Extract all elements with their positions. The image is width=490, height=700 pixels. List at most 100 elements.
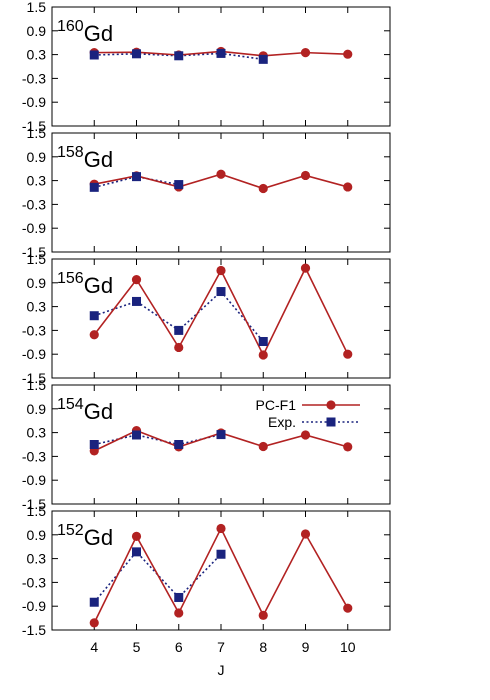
- data-point-exp: [89, 311, 99, 321]
- data-point-pcf1: [300, 430, 311, 440]
- y-tick-label: 0.3: [27, 551, 47, 567]
- data-point-pcf1: [131, 531, 142, 541]
- panel-156Gd: 1.5 0.9 0.3 -0.3 -0.9 -1.5 156Gd: [22, 251, 391, 386]
- y-tick-label: 0.3: [27, 173, 47, 189]
- series-line-exp: [94, 175, 179, 189]
- nucleus-label: 158Gd: [57, 144, 113, 172]
- mass-number: 160: [57, 18, 84, 35]
- panel-160Gd: 1.5 0.9 0.3 -0.3 -0.9 -1.5 160Gd: [22, 0, 391, 134]
- data-point-exp: [216, 549, 226, 559]
- y-tick-label: -0.3: [22, 448, 46, 464]
- legend-label: Exp.: [268, 414, 296, 430]
- data-point-exp: [216, 48, 226, 58]
- data-point-exp: [132, 296, 141, 306]
- y-tick-label: -0.3: [22, 70, 46, 86]
- y-tick-label: -1.5: [22, 244, 46, 260]
- element-symbol: Gd: [84, 273, 113, 298]
- data-point-pcf1: [343, 603, 353, 613]
- data-point-pcf1: [343, 349, 353, 359]
- y-tick-label: 0.3: [27, 299, 47, 315]
- y-tick-label: 0.9: [27, 23, 47, 39]
- data-point-exp: [89, 50, 99, 60]
- y-tick-label: 0.9: [27, 275, 47, 291]
- data-point-pcf1: [343, 182, 353, 192]
- data-point-exp: [174, 440, 184, 449]
- data-point-pcf1: [258, 350, 268, 360]
- data-point-pcf1: [300, 48, 311, 58]
- data-point-exp: [174, 325, 184, 335]
- panel-154Gd: 1.5 0.9 0.3 -0.3 -0.9 -1.5 154Gd: [22, 377, 391, 512]
- series-line-pcf1: [93, 526, 349, 624]
- data-point-exp: [174, 592, 184, 602]
- data-point-pcf1: [258, 183, 268, 194]
- legend-label: PC-F1: [256, 397, 297, 413]
- data-point-pcf1: [174, 342, 184, 353]
- data-point-pcf1: [343, 442, 353, 452]
- data-point-exp: [132, 547, 141, 557]
- nucleus-label: 156Gd: [57, 270, 113, 298]
- y-tick-label: -0.9: [22, 220, 46, 236]
- y-tick-label: 1.5: [27, 125, 47, 141]
- nucleus-label: 152Gd: [57, 522, 113, 550]
- x-tick-label: 6: [175, 639, 183, 655]
- data-point-pcf1: [258, 610, 268, 620]
- series-line-exp: [93, 550, 222, 603]
- data-point-exp: [89, 440, 99, 449]
- data-point-pcf1: [343, 49, 353, 59]
- data-point-exp: [174, 180, 184, 190]
- panel-158Gd: 1.5 0.9 0.3 -0.3 -0.9 -1.5 158Gd: [22, 125, 391, 260]
- y-tick-label: 1.5: [27, 503, 47, 519]
- y-tick-label: 0.9: [27, 149, 47, 165]
- y-tick-label: 1.5: [27, 0, 47, 15]
- data-point-exp: [132, 49, 141, 59]
- y-tick-label: 1.5: [27, 377, 47, 393]
- x-axis: 4 5 6 7 8 9 10 J: [90, 639, 355, 678]
- data-point-exp: [174, 51, 184, 61]
- data-point-pcf1: [216, 523, 226, 534]
- data-point-pcf1: [300, 529, 311, 539]
- x-axis-label: J: [218, 662, 225, 678]
- mass-number: 156: [57, 270, 84, 287]
- mass-number: 152: [57, 522, 84, 539]
- y-tick-label: -0.3: [22, 196, 46, 212]
- nucleus-label: 160Gd: [57, 18, 113, 46]
- element-symbol: Gd: [84, 21, 113, 46]
- x-tick-label: 8: [259, 639, 267, 655]
- panels: 1.50.90.3-0.3-0.9-1.5160Gd1.50.90.3-0.3-…: [22, 0, 391, 638]
- y-tick-label: -0.3: [22, 574, 46, 590]
- y-tick-label: 0.9: [27, 401, 47, 417]
- x-tick-label: 4: [90, 639, 98, 655]
- data-point-pcf1: [174, 608, 184, 618]
- panel-152Gd: 1.5 0.9 0.3 -0.3 -0.9 -1.5 152Gd: [22, 503, 391, 638]
- data-point-exp: [216, 287, 226, 297]
- data-point-exp: [132, 430, 141, 440]
- element-symbol: Gd: [84, 147, 113, 172]
- y-tick-label: -0.9: [22, 346, 46, 362]
- mass-number: 154: [57, 396, 84, 413]
- legend-marker-circle: [326, 400, 336, 410]
- data-point-exp: [258, 337, 268, 347]
- y-tick-label: -0.3: [22, 322, 46, 338]
- y-tick-label: -1.5: [22, 496, 46, 512]
- y-tick-label: -1.5: [22, 118, 46, 134]
- element-symbol: Gd: [84, 525, 113, 550]
- x-tick-label: 7: [217, 639, 225, 655]
- x-tick-label: 9: [302, 639, 310, 655]
- y-tick-label: 1.5: [27, 251, 47, 267]
- data-point-pcf1: [216, 169, 226, 179]
- x-tick-label: 5: [133, 639, 141, 655]
- y-tick-label: -1.5: [22, 622, 46, 638]
- y-tick-label: 0.3: [27, 47, 47, 63]
- data-point-pcf1: [300, 263, 311, 273]
- data-point-exp: [216, 430, 226, 440]
- y-tick-label: -1.5: [22, 370, 46, 386]
- y-tick-label: 0.9: [27, 527, 47, 543]
- y-tick-label: 0.3: [27, 425, 47, 441]
- data-point-pcf1: [258, 441, 268, 452]
- data-point-pcf1: [216, 265, 226, 276]
- data-point-pcf1: [89, 618, 99, 628]
- data-point-exp: [258, 54, 268, 64]
- element-symbol: Gd: [84, 399, 113, 424]
